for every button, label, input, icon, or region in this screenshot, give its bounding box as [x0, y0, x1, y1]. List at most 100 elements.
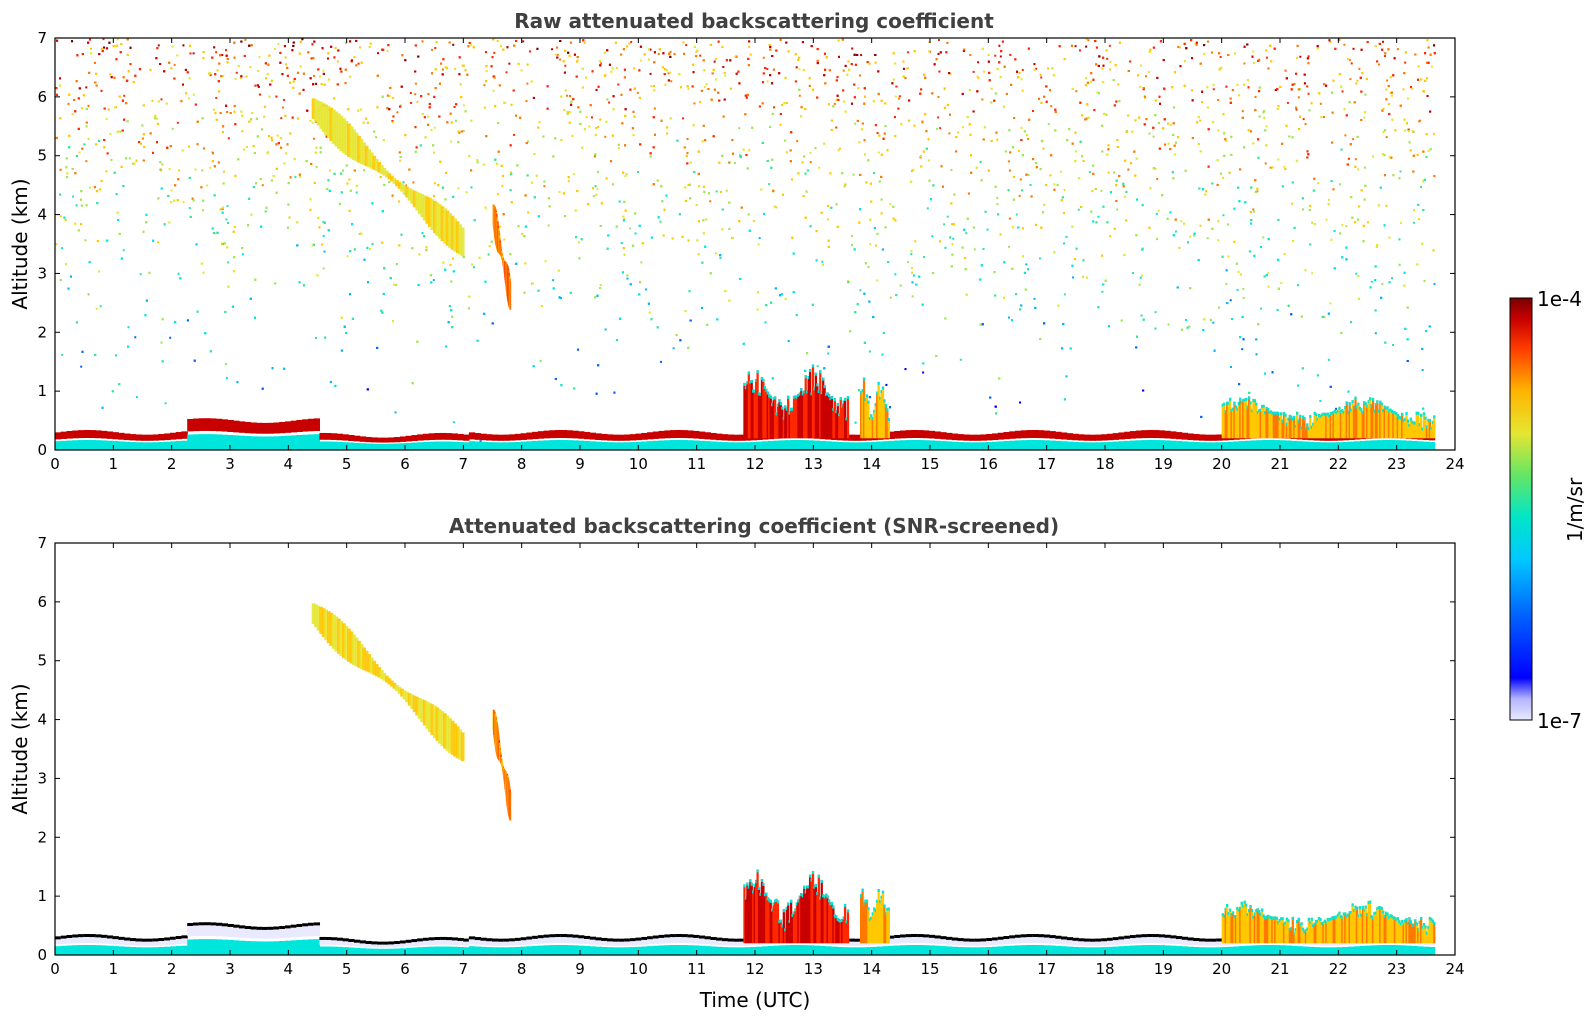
- noise-pixel: [809, 225, 812, 228]
- noise-pixel: [491, 322, 494, 325]
- noise-pixel: [948, 72, 951, 75]
- noise-pixel: [1185, 47, 1188, 50]
- noise-pixel: [1050, 154, 1053, 157]
- noise-pixel: [556, 56, 559, 59]
- noise-pixel: [556, 53, 559, 56]
- noise-pixel: [411, 382, 414, 385]
- noise-pixel: [122, 249, 125, 252]
- noise-pixel: [544, 260, 547, 263]
- noise-pixel: [604, 135, 607, 138]
- noise-pixel: [273, 47, 276, 50]
- noise-pixel: [657, 52, 660, 55]
- noise-pixel: [608, 101, 611, 104]
- noise-pixel: [1348, 59, 1351, 62]
- noise-pixel: [1199, 224, 1202, 227]
- noise-pixel: [483, 84, 486, 87]
- noise-pixel: [775, 206, 778, 209]
- noise-pixel: [1344, 134, 1347, 137]
- noise-pixel: [773, 106, 776, 109]
- noise-pixel: [132, 80, 135, 83]
- noise-pixel: [1102, 81, 1105, 84]
- noise-pixel: [143, 146, 146, 149]
- noise-pixel: [118, 232, 121, 235]
- noise-pixel: [215, 96, 218, 99]
- noise-pixel: [87, 41, 90, 44]
- noise-pixel: [99, 305, 102, 308]
- noise-pixel: [715, 78, 718, 81]
- noise-pixel: [728, 227, 731, 230]
- noise-pixel: [1306, 57, 1309, 60]
- noise-pixel: [1329, 40, 1332, 43]
- noise-pixel: [1433, 282, 1436, 285]
- noise-pixel: [676, 139, 679, 142]
- noise-pixel: [1234, 52, 1237, 55]
- noise-pixel: [101, 47, 104, 50]
- noise-pixel: [353, 248, 356, 251]
- noise-pixel: [522, 40, 525, 43]
- noise-pixel: [133, 162, 136, 165]
- noise-pixel: [1241, 348, 1244, 351]
- noise-pixel: [640, 261, 643, 264]
- noise-pixel: [173, 63, 176, 66]
- noise-pixel: [1316, 45, 1319, 48]
- noise-pixel: [377, 52, 380, 55]
- noise-pixel: [296, 244, 299, 247]
- noise-pixel: [1352, 47, 1355, 50]
- noise-pixel: [209, 166, 212, 169]
- noise-pixel: [1213, 349, 1216, 352]
- noise-pixel: [145, 213, 148, 216]
- noise-pixel: [527, 211, 530, 214]
- noise-pixel: [1254, 95, 1257, 98]
- noise-pixel: [458, 131, 461, 134]
- noise-pixel: [216, 69, 219, 72]
- noise-pixel: [1065, 235, 1068, 238]
- noise-pixel: [808, 84, 811, 87]
- noise-pixel: [286, 143, 289, 146]
- noise-pixel: [168, 168, 171, 171]
- noise-pixel: [939, 127, 942, 130]
- noise-pixel: [178, 169, 181, 172]
- noise-pixel: [874, 61, 877, 64]
- noise-pixel: [1189, 235, 1192, 238]
- noise-pixel: [271, 367, 274, 370]
- noise-pixel: [1144, 75, 1147, 78]
- noise-pixel: [979, 160, 982, 163]
- noise-pixel: [1149, 187, 1152, 190]
- noise-pixel: [434, 46, 437, 49]
- noise-pixel: [816, 365, 819, 368]
- noise-background: [55, 38, 1436, 443]
- noise-pixel: [1406, 97, 1409, 100]
- noise-pixel: [1301, 208, 1304, 211]
- noise-pixel: [558, 191, 561, 194]
- noise-pixel: [123, 94, 126, 97]
- noise-pixel: [1075, 90, 1078, 93]
- noise-pixel: [177, 272, 180, 275]
- noise-pixel: [1242, 287, 1245, 290]
- noise-pixel: [396, 111, 399, 114]
- noise-pixel: [120, 43, 123, 46]
- noise-pixel: [1207, 218, 1210, 221]
- noise-pixel: [1117, 83, 1120, 86]
- noise-pixel: [1295, 108, 1298, 111]
- noise-pixel: [825, 56, 828, 59]
- noise-pixel: [113, 76, 116, 79]
- noise-pixel: [155, 141, 158, 144]
- noise-pixel: [212, 232, 215, 235]
- noise-pixel: [576, 190, 579, 193]
- noise-pixel: [1219, 172, 1222, 175]
- noise-pixel: [860, 128, 863, 131]
- noise-pixel: [977, 76, 980, 79]
- noise-pixel: [1280, 282, 1283, 285]
- noise-pixel: [681, 235, 684, 238]
- noise-pixel: [1174, 141, 1177, 144]
- noise-pixel: [543, 185, 546, 188]
- noise-pixel: [1194, 42, 1197, 45]
- noise-pixel: [801, 41, 804, 44]
- noise-pixel: [1021, 89, 1024, 92]
- noise-pixel: [1433, 175, 1436, 178]
- noise-pixel: [418, 253, 421, 256]
- noise-pixel: [1258, 115, 1261, 118]
- noise-pixel: [771, 55, 774, 58]
- noise-pixel: [758, 237, 761, 240]
